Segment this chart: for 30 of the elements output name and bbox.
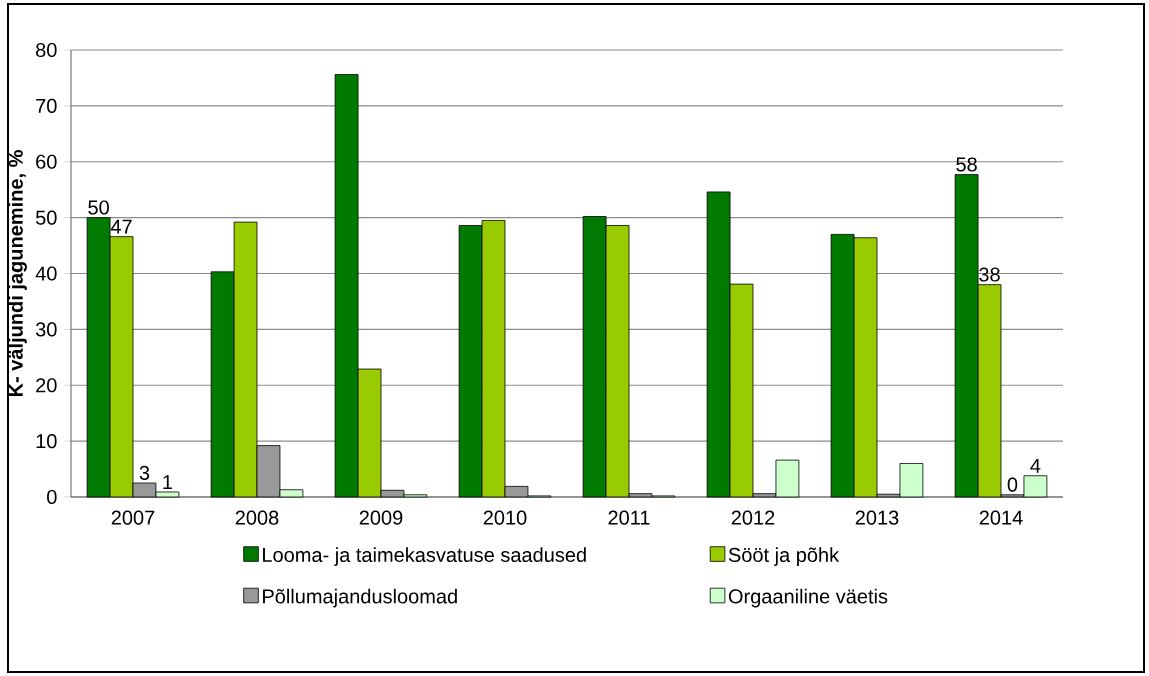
data-label: 50 — [88, 200, 109, 215]
data-label: 4 — [1030, 458, 1041, 473]
x-tick-label: 2014 — [979, 510, 1023, 525]
x-tick-label: 2011 — [608, 510, 650, 525]
x-tick-label: 2010 — [483, 510, 527, 525]
x-tick-label: 2007 — [111, 510, 155, 525]
y-tick-label: 70 — [36, 98, 57, 113]
y-tick-label: 10 — [36, 434, 57, 449]
y-tick-label: 50 — [35, 210, 57, 225]
data-label: 3 — [139, 465, 150, 480]
data-label: 58 — [956, 157, 977, 172]
x-tick-label: 2012 — [731, 510, 775, 525]
data-label: 0 — [1007, 477, 1018, 492]
y-tick-label: 20 — [36, 378, 57, 393]
legend-label: Orgaaniline väetis — [728, 588, 888, 608]
data-label: 1 — [163, 475, 172, 489]
data-label: 38 — [979, 267, 1000, 282]
y-axis-title: K- väljundi jagunemine, % — [8, 150, 27, 397]
y-tick-label: 0 — [47, 489, 57, 505]
y-tick-label: 30 — [35, 322, 57, 337]
y-tick-label: 60 — [36, 154, 57, 169]
data-label: 47 — [110, 219, 132, 234]
legend-label: Looma- ja taimekasvatuse saadused — [263, 547, 586, 566]
x-tick-label: 2008 — [235, 510, 279, 525]
y-tick-label: 40 — [35, 266, 57, 281]
x-tick-label: 2009 — [359, 510, 403, 525]
y-tick-label: 80 — [36, 42, 57, 58]
legend-label: Sööt ja põhk — [728, 547, 840, 566]
legend-label: Põllumajandusloomad — [263, 588, 457, 608]
x-tick-label: 2013 — [855, 510, 899, 525]
